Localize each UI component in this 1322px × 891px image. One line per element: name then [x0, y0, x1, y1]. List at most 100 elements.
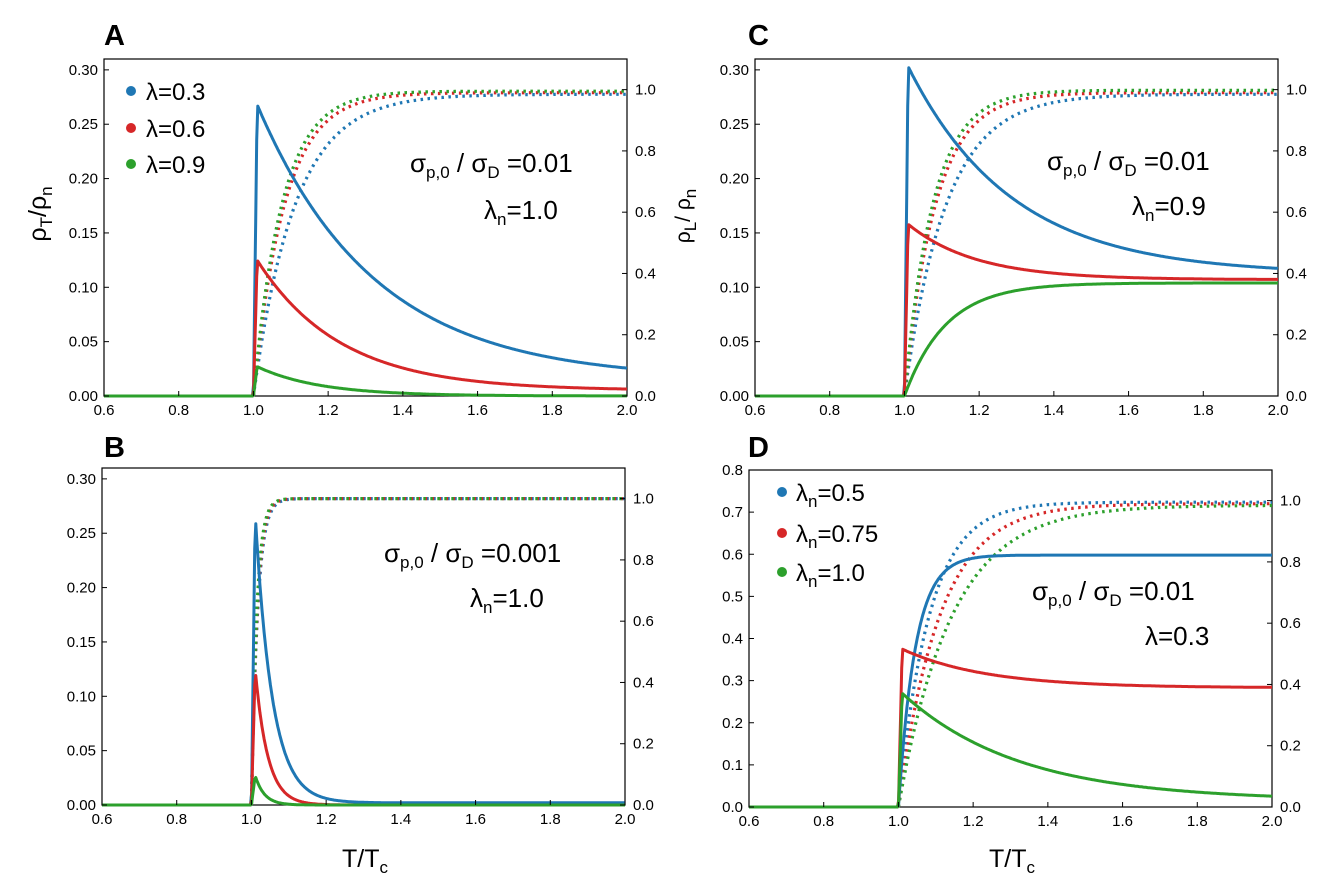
x-tick-label-c-0: 0.6	[745, 402, 766, 419]
series-line-c-3	[902, 92, 1279, 397]
y2-tick-label-b-2: 0.4	[633, 674, 654, 691]
y-tick-label-a-3: 0.15	[69, 225, 98, 242]
x-tick-label-c-6: 1.8	[1193, 402, 1214, 419]
plot-frame-a	[103, 58, 628, 397]
y2-tick-label-b-5: 1.0	[633, 491, 654, 508]
series-line-c-4	[902, 91, 1279, 397]
y-tick-label-b-4: 0.20	[67, 580, 96, 597]
x-tick-label-a-2: 1.0	[243, 402, 264, 419]
panel-a: A 0.6 0.8 1.0 1.2 1.4 1.6 1.8 2.00.000.050.100.…	[24, 20, 656, 419]
series-line-d-1	[748, 647, 1273, 809]
x-tick-label-b-4: 1.4	[390, 811, 411, 828]
y-tick-label-c-0: 0.00	[720, 388, 749, 405]
x-tick-label-a-5: 1.6	[467, 402, 488, 419]
x-tick-label-a-3: 1.2	[318, 402, 339, 419]
legend-marker-a-3	[126, 159, 136, 169]
y2-tick-label-d-1: 0.2	[1280, 738, 1301, 755]
x-tick-label-c-1: 0.8	[819, 402, 840, 419]
y-tick-label-d-4: 0.4	[722, 631, 743, 648]
y2-tick-label-a-2: 0.4	[635, 265, 656, 282]
y2-tick-label-d-4: 0.8	[1280, 554, 1301, 571]
series-line-a-5	[251, 89, 628, 397]
y2-tick-label-a-0: 0.0	[635, 388, 656, 405]
y-tick-label-d-1: 0.1	[722, 757, 743, 774]
y2-tick-label-a-1: 0.2	[635, 327, 656, 344]
y2-tick-label-c-0: 0.0	[1286, 388, 1307, 405]
y2-tick-label-a-4: 0.8	[635, 143, 656, 160]
y-tick-label-c-3: 0.15	[720, 225, 749, 242]
y-tick-label-a-2: 0.10	[69, 279, 98, 296]
annotation-lambda-a: λn=1.0	[484, 195, 558, 229]
series-line-c-1	[754, 223, 1279, 398]
panel-b: B 0.6 0.8 1.0 1.2 1.4 1.6 1.8 2.00.000.050.100.…	[67, 432, 654, 877]
series-line-a-3	[251, 92, 628, 397]
y-tick-label-c-4: 0.20	[720, 171, 749, 188]
y2-tick-label-b-3: 0.6	[633, 613, 654, 630]
series-line-b-2	[101, 776, 626, 807]
x-tick-label-a-1: 0.8	[168, 402, 189, 419]
y-tick-label-b-0: 0.00	[67, 797, 96, 814]
series-line-d-3	[896, 500, 1273, 808]
y-tick-label-a-0: 0.00	[69, 388, 98, 405]
y2-tick-label-c-2: 0.4	[1286, 265, 1307, 282]
series-line-c-2	[754, 281, 1279, 398]
legend-marker-a-2	[126, 123, 136, 133]
x-tick-label-a-0: 0.6	[94, 402, 115, 419]
annotation-lambda-b: λn=1.0	[470, 583, 544, 617]
y-tick-label-c-6: 0.30	[720, 62, 749, 79]
y-tick-label-d-6: 0.6	[722, 546, 743, 563]
y2-tick-label-c-1: 0.2	[1286, 327, 1307, 344]
series-layer-b	[101, 497, 626, 807]
y-tick-label-b-1: 0.05	[67, 743, 96, 760]
y2-tick-label-d-5: 1.0	[1280, 493, 1301, 510]
legend-label-d-1: λn=0.5	[796, 480, 865, 511]
legend-label-d-2: λn=0.75	[796, 521, 878, 552]
x-tick-label-c-2: 1.0	[894, 402, 915, 419]
y2-tick-label-b-4: 0.8	[633, 552, 654, 569]
annotation-ratio-a: σp,0 / σD =0.01	[410, 148, 573, 182]
y-tick-label-c-5: 0.25	[720, 116, 749, 133]
x-tick-label-b-3: 1.2	[316, 811, 337, 828]
y2-tick-label-c-3: 0.6	[1286, 204, 1307, 221]
legend-marker-d-1	[777, 487, 787, 497]
series-line-d-5	[896, 503, 1273, 808]
y2-tick-label-d-2: 0.4	[1280, 676, 1301, 693]
y2-tick-label-b-0: 0.0	[633, 797, 654, 814]
y-tick-label-d-7: 0.7	[722, 504, 743, 521]
y-tick-label-b-3: 0.15	[67, 634, 96, 651]
y2-tick-label-c-4: 0.8	[1286, 143, 1307, 160]
series-layer-a	[103, 89, 628, 398]
series-layer-c	[754, 66, 1279, 398]
ticks-layer-c: 0.6 0.8 1.0 1.2 1.4 1.6 1.8 2.0 0.00 0.05 0.10 0.15…	[720, 62, 1307, 419]
x-axis-label-b: T/Tc	[342, 845, 389, 877]
series-line-c-0	[754, 66, 1279, 398]
annotation-lambda-c: λn=0.9	[1132, 191, 1206, 225]
y-tick-label-d-0: 0.0	[722, 799, 743, 816]
y2-tick-label-b-1: 0.2	[633, 736, 654, 753]
y-tick-label-b-5: 0.25	[67, 525, 96, 542]
y2-tick-label-d-3: 0.6	[1280, 615, 1301, 632]
series-line-d-4	[896, 502, 1273, 808]
plot-frame-b	[101, 467, 626, 806]
annotation-d: σp,0 / σD =0.01 λ=0.3	[1032, 576, 1209, 651]
y-tick-label-c-2: 0.10	[720, 279, 749, 296]
panel-letter-b: B	[104, 432, 125, 464]
y2-tick-label-c-5: 1.0	[1286, 82, 1307, 99]
panel-c: C 0.6 0.8 1.0 1.2 1.4 1.6 1.8 2.00.000.050.100.…	[672, 20, 1307, 419]
x-tick-label-d-6: 1.8	[1187, 813, 1208, 830]
y-tick-label-b-2: 0.10	[67, 688, 96, 705]
annotation-ratio-b: σp,0 / σD =0.001	[384, 538, 561, 572]
panel-letter-d: D	[748, 432, 769, 464]
panel-d: D 0.6 0.8 1.0 1.2 1.4 1.6 1.8 2.00.00.10.20.30.…	[722, 432, 1301, 877]
y-tick-label-d-5: 0.5	[722, 588, 743, 605]
series-line-a-4	[251, 91, 628, 397]
y-tick-label-d-2: 0.2	[722, 715, 743, 732]
series-line-a-2	[103, 365, 628, 398]
y2-tick-label-a-5: 1.0	[635, 82, 656, 99]
legend-marker-d-2	[777, 528, 787, 538]
series-line-a-1	[103, 259, 628, 398]
annotation-ratio-d: σp,0 / σD =0.01	[1032, 576, 1195, 610]
panel-letter-a: A	[104, 20, 125, 52]
x-tick-label-d-7: 2.0	[1262, 813, 1283, 830]
